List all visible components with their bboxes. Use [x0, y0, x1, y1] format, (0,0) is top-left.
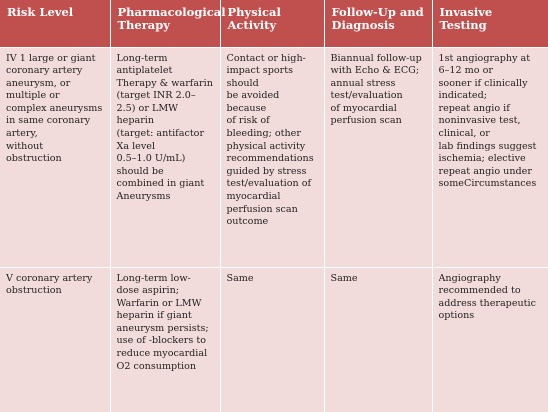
cell-follow-up: Biannual follow-up with Echo & ECG; annu…	[324, 46, 433, 267]
cell-text: Same	[330, 272, 358, 284]
cell-risk-level: V coronary artery obstruction	[0, 266, 111, 412]
cell-risk-level: IV 1 large or giant coronary artery aneu…	[0, 46, 111, 267]
header-pharmacological-therapy: Pharmacological Therapy	[110, 0, 226, 47]
cell-text: Same	[226, 272, 254, 284]
cell-physical-activity: Same	[220, 266, 325, 412]
cell-text: Contact or high- impact sports should be…	[226, 52, 314, 228]
cell-follow-up: Same	[324, 266, 433, 412]
header-risk-level: Risk Level	[0, 0, 111, 47]
cell-text: Long-term low- dose aspirin; Warfarin or…	[116, 272, 209, 372]
cell-pharmacological: Long-term antiplatelet Therapy & warfari…	[110, 46, 221, 267]
header-invasive-testing: Invasive Testing	[432, 0, 548, 47]
table-row: V coronary artery obstruction Long-term …	[0, 266, 548, 412]
cell-text: 1st angiography at 6–12 mo or sooner if …	[438, 52, 537, 190]
table-header-row: Risk Level Pharmacological Therapy Physi…	[0, 0, 548, 47]
table-row: IV 1 large or giant coronary artery aneu…	[0, 46, 548, 267]
cell-text: Angiography recommended to address thera…	[438, 272, 536, 322]
cell-invasive-testing: 1st angiography at 6–12 mo or sooner if …	[432, 46, 548, 267]
cell-physical-activity: Contact or high- impact sports should be…	[220, 46, 325, 267]
cell-text: Biannual follow-up with Echo & ECG; annu…	[330, 52, 422, 127]
cell-pharmacological: Long-term low- dose aspirin; Warfarin or…	[110, 266, 221, 412]
cell-text: IV 1 large or giant coronary artery aneu…	[6, 52, 103, 165]
cell-invasive-testing: Angiography recommended to address thera…	[432, 266, 548, 412]
cell-text: Long-term antiplatelet Therapy & warfari…	[116, 52, 213, 203]
header-physical-activity: Physical Activity	[220, 0, 325, 47]
cell-text: V coronary artery obstruction	[6, 272, 93, 297]
header-follow-up-diagnosis: Follow-Up and Diagnosis	[324, 0, 433, 47]
